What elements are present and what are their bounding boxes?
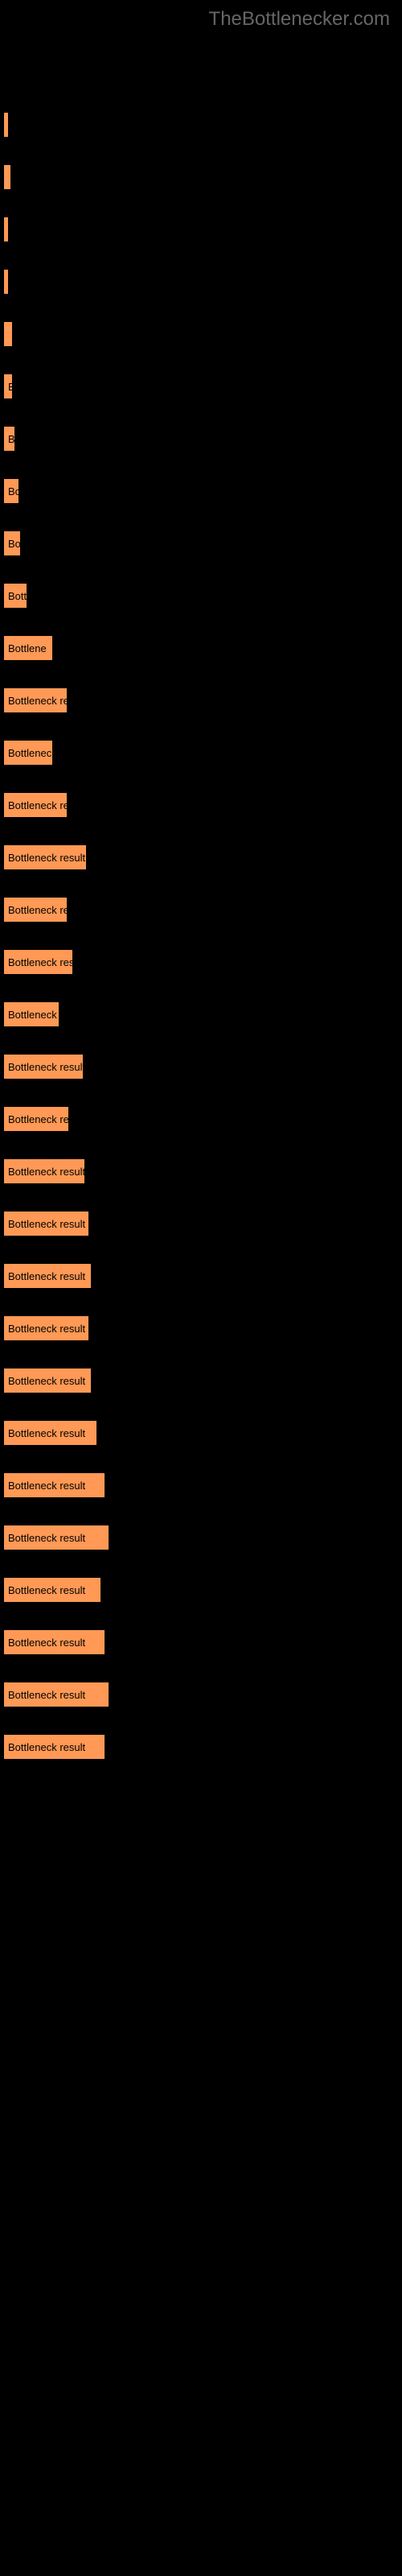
- bar-label: Bottleneck result: [8, 1375, 85, 1387]
- bar-label: B: [8, 381, 15, 393]
- bar-row: Bottleneck result: [4, 1159, 402, 1183]
- bar-row: Bottleneck result: [4, 1473, 402, 1497]
- bar: Bottleneck result: [4, 1735, 105, 1759]
- bar-row: Bottleneck resu: [4, 1107, 402, 1131]
- bar-label: Bottlene: [8, 642, 47, 654]
- bar: Bottleneck result: [4, 1473, 105, 1497]
- bar-row: Bottleneck result: [4, 1630, 402, 1654]
- bar: Bottleneck result: [4, 1368, 91, 1393]
- bar-label: Bottleneck result: [8, 1532, 85, 1544]
- bar-row: [4, 165, 402, 189]
- bar-row: Bottleneck r: [4, 1002, 402, 1026]
- bar-row: Bottleneck result: [4, 1682, 402, 1707]
- bar-label: Bottleneck result: [8, 1637, 85, 1649]
- bar: Bottleneck result: [4, 1525, 109, 1550]
- bar-row: Bo: [4, 479, 402, 503]
- bar-row: Bottleneck re: [4, 688, 402, 712]
- bar: Bottleneck result: [4, 1316, 88, 1340]
- bar-row: Bottleneck res: [4, 898, 402, 922]
- bar-label: Bottleneck resu: [8, 956, 80, 968]
- bar-row: Bottleneck result: [4, 1055, 402, 1079]
- bar: Bottlenec: [4, 741, 52, 765]
- bar-label: Bottleneck resu: [8, 1113, 80, 1125]
- bar-row: Bottlene: [4, 636, 402, 660]
- bar-label: Bottleneck r: [8, 1009, 64, 1021]
- bar: Bottleneck result: [4, 1421, 96, 1445]
- bar: [4, 165, 10, 189]
- bar-row: Bottleneck result: [4, 1212, 402, 1236]
- bar: [4, 270, 8, 294]
- bar-label: Bottleneck result: [8, 1584, 85, 1596]
- bar: Bottleneck resu: [4, 1107, 68, 1131]
- bar-row: Bottleneck result: [4, 1735, 402, 1759]
- bar-chart: B B Bo Bo Bott Bottlene Bottleneck re Bottlenec…: [0, 0, 402, 1759]
- bar-label: Bottleneck result: [8, 1218, 85, 1230]
- bar: Bo: [4, 479, 18, 503]
- bar-row: B: [4, 374, 402, 398]
- bar-row: Bottleneck result: [4, 1368, 402, 1393]
- bar-row: [4, 217, 402, 242]
- bar: Bottleneck r: [4, 1002, 59, 1026]
- bar-row: Bottleneck res: [4, 793, 402, 817]
- bar-label: Bottleneck result: [8, 852, 85, 864]
- bar: Bo: [4, 531, 20, 555]
- bar: Bottleneck result: [4, 845, 86, 869]
- bar: [4, 322, 12, 346]
- bar-row: Bottleneck result: [4, 1316, 402, 1340]
- bar: Bottleneck res: [4, 898, 67, 922]
- bar: Bottleneck result: [4, 1159, 84, 1183]
- bar: Bottleneck res: [4, 793, 67, 817]
- bar-label: Bottleneck result: [8, 1480, 85, 1492]
- bar-label: Bottleneck result: [8, 1270, 85, 1282]
- bar-label: Bottleneck result: [8, 1427, 85, 1439]
- bar: Bottleneck result: [4, 1212, 88, 1236]
- bar-row: Bott: [4, 584, 402, 608]
- bar-row: Bottleneck result: [4, 1421, 402, 1445]
- bar: [4, 113, 8, 137]
- bar-label: Bottlenec: [8, 747, 51, 759]
- bar-label: Bottleneck re: [8, 695, 69, 707]
- watermark-text: TheBottlenecker.com: [209, 8, 390, 31]
- bar: B: [4, 427, 14, 451]
- bar-row: Bottlenec: [4, 741, 402, 765]
- bar-row: Bottleneck result: [4, 1264, 402, 1288]
- bar: Bott: [4, 584, 27, 608]
- bar-row: Bottleneck result: [4, 1578, 402, 1602]
- bar: Bottleneck result: [4, 1682, 109, 1707]
- bar: Bottleneck result: [4, 1055, 83, 1079]
- bar-label: Bo: [8, 538, 21, 550]
- bar-label: Bottleneck res: [8, 799, 74, 811]
- bar-label: Bottleneck result: [8, 1323, 85, 1335]
- bar-label: B: [8, 433, 15, 445]
- bar-row: [4, 270, 402, 294]
- bar-row: Bottleneck result: [4, 845, 402, 869]
- bar-label: Bottleneck res: [8, 904, 74, 916]
- bar: [4, 217, 8, 242]
- bar-label: Bottleneck result: [8, 1689, 85, 1701]
- bar-label: Bottleneck result: [8, 1741, 85, 1753]
- bar-label: Bottleneck result: [8, 1166, 85, 1178]
- bar: Bottleneck result: [4, 1578, 100, 1602]
- bar: Bottleneck result: [4, 1630, 105, 1654]
- bar-row: Bottleneck result: [4, 1525, 402, 1550]
- bar: B: [4, 374, 12, 398]
- bar: Bottlene: [4, 636, 52, 660]
- bar-label: Bott: [8, 590, 27, 602]
- bar-label: Bo: [8, 485, 21, 497]
- bar-row: Bottleneck resu: [4, 950, 402, 974]
- bar-label: Bottleneck result: [8, 1061, 85, 1073]
- bar: Bottleneck result: [4, 1264, 91, 1288]
- bar-row: [4, 322, 402, 346]
- bar-row: Bo: [4, 531, 402, 555]
- bar-row: [4, 113, 402, 137]
- bar: Bottleneck re: [4, 688, 67, 712]
- bar: Bottleneck resu: [4, 950, 72, 974]
- bar-row: B: [4, 427, 402, 451]
